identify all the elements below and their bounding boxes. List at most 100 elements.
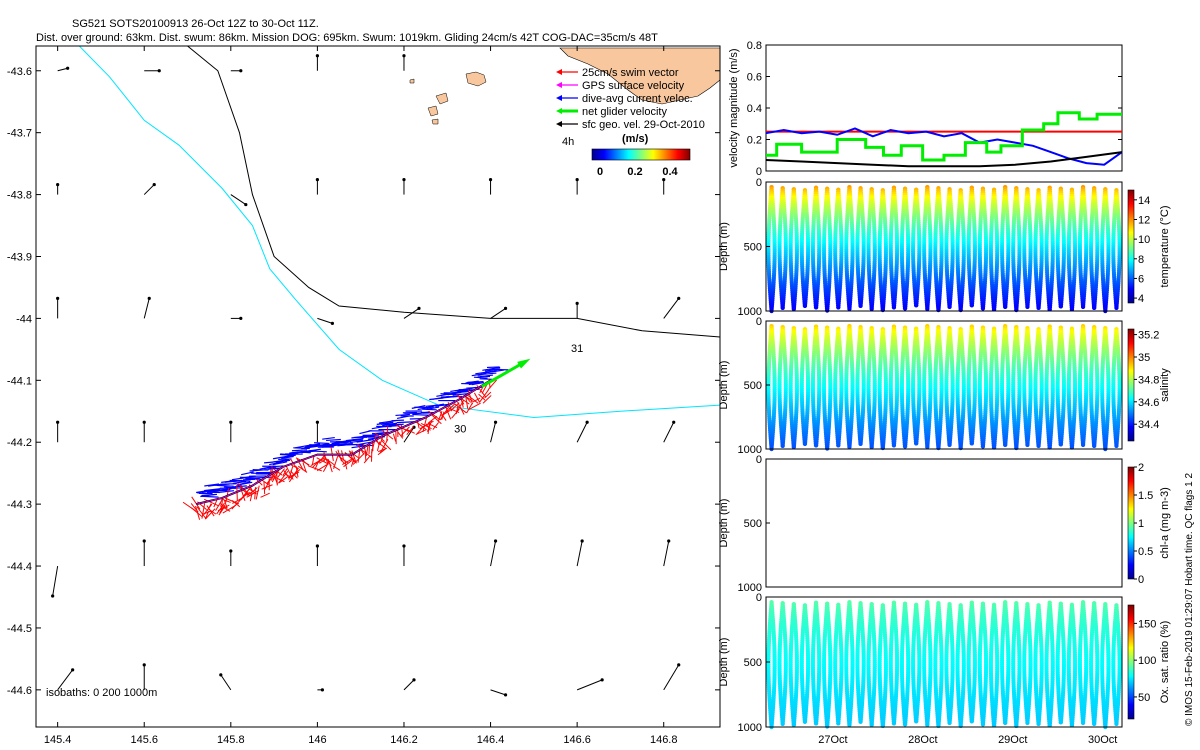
swim-vector <box>454 403 467 414</box>
swim-vector <box>290 464 299 470</box>
sfc-vector-head <box>229 420 233 424</box>
dive-avg-current-vector <box>240 471 254 476</box>
sfc-vector-head <box>315 54 319 58</box>
sfc-vector-head <box>575 177 579 182</box>
profile-sample <box>980 306 986 311</box>
x-tick-label: 146.8 <box>650 734 678 746</box>
swim-vector <box>351 450 357 463</box>
sfc-vector-head <box>157 69 161 73</box>
x-tick-label: 146 <box>308 734 326 746</box>
legend-swatch-head <box>556 108 562 114</box>
dive-avg-current-vector <box>395 413 410 417</box>
dive-avg-current-vector <box>426 406 440 410</box>
dive-avg-current-vector <box>281 454 296 459</box>
legend-swatch-head <box>556 69 562 75</box>
swim-vector <box>219 503 228 509</box>
sfc-vector-head <box>142 420 146 424</box>
dive-avg-current-vector <box>467 380 484 383</box>
dive-avg-current-vector <box>473 376 488 379</box>
colorbar-tick-label: 14 <box>1138 195 1150 207</box>
profile-sample <box>947 304 952 309</box>
dive-avg-current-vector <box>322 436 335 440</box>
profile-sample <box>847 306 852 312</box>
profile-sample <box>780 443 785 449</box>
sfc-vector-head <box>71 668 75 672</box>
swim-vector <box>316 457 329 465</box>
sfc-vector-head <box>320 688 324 692</box>
swim-vector <box>448 407 460 413</box>
sfc-vector-head <box>56 420 60 424</box>
legend-label: sfc geo. vel. 29-Oct-2010 <box>582 119 705 131</box>
dive-avg-current-vector <box>422 408 437 411</box>
sfc-velocity-vector <box>52 565 59 597</box>
sfc-vector-head <box>667 539 671 543</box>
dive-avg-current-vector <box>253 476 272 479</box>
swim-vector <box>231 499 241 510</box>
map-y-axis: -43.6-43.7-43.8-43.9-44-44.1-44.2-44.3-4… <box>7 66 720 697</box>
sfc-velocity-vector <box>663 421 675 443</box>
dive-avg-current-vector <box>326 438 341 442</box>
swim-vector <box>467 402 481 411</box>
profile-sample <box>836 305 841 310</box>
profile-sample <box>969 303 975 308</box>
dive-avg-current-vector <box>391 419 404 422</box>
dive-avg-current-vector <box>479 374 494 378</box>
dive-avg-current-vector <box>347 439 364 442</box>
swim-vector <box>240 492 248 501</box>
y-tick-label: -44.4 <box>7 561 32 573</box>
figure-subtitle: Dist. over ground: 63km. Dist. swum: 86k… <box>36 32 658 44</box>
vel-y-tick-label: 0.8 <box>747 40 762 52</box>
sfc-vector-head <box>56 182 60 187</box>
sfc-vector-head <box>585 420 589 424</box>
dive-avg-current-vector <box>482 366 501 371</box>
dive-avg-current-vector <box>237 481 253 486</box>
sfc-vector-head <box>229 549 233 553</box>
island <box>435 92 449 105</box>
swim-vector <box>311 455 315 466</box>
isobath-1000m <box>78 45 721 418</box>
speed-colorbar <box>591 148 691 161</box>
swim-vector <box>374 439 386 449</box>
swim-vector <box>277 470 289 484</box>
sfc-vector-head <box>677 296 681 300</box>
swim-vector <box>428 415 438 424</box>
sfc-velocity-vector <box>490 689 506 696</box>
colorbar-tick: 0.2 <box>627 166 642 178</box>
swim-vector <box>473 392 481 403</box>
colorbar-tick-label: 12 <box>1138 214 1150 226</box>
sfc-vector-head <box>575 301 579 305</box>
map-isobaths <box>78 45 721 418</box>
depth-tick-label: 0 <box>756 177 762 189</box>
colorbar-tick: 0.4 <box>662 166 678 178</box>
colorbar-tick-label: 8 <box>1138 254 1144 266</box>
profile-sample <box>825 308 830 313</box>
sfc-vector-head <box>580 539 584 543</box>
profile-sample <box>1036 305 1041 311</box>
swim-vector <box>261 484 273 490</box>
swim-vector <box>431 414 442 425</box>
swim-vector <box>464 395 472 403</box>
sfc-velocity-vector <box>220 674 232 691</box>
swim-vector <box>278 476 288 484</box>
profile-sample <box>791 306 796 312</box>
profile-sample <box>869 306 874 312</box>
colorbar-tick: 0 <box>597 166 603 178</box>
legend-scale-label: 4h <box>562 136 574 148</box>
profile-sample <box>1003 304 1008 309</box>
island <box>409 78 415 84</box>
swim-vector <box>472 397 481 403</box>
dive-avg-current-vector <box>232 480 247 484</box>
sfc-vector-head <box>677 663 681 667</box>
dive-avg-current-vector <box>452 390 470 394</box>
velocity-series-net <box>766 111 1122 162</box>
island <box>465 71 487 87</box>
profile-sample <box>814 305 819 310</box>
swim-vector <box>487 379 497 391</box>
sfc-velocity-vector <box>663 540 670 567</box>
dive-avg-current-vector <box>204 483 220 487</box>
sfc-velocity-vector <box>403 426 415 443</box>
swim-vector <box>302 462 307 473</box>
colorbar-tick-label: 10 <box>1138 234 1150 246</box>
swim-vector <box>191 496 201 510</box>
